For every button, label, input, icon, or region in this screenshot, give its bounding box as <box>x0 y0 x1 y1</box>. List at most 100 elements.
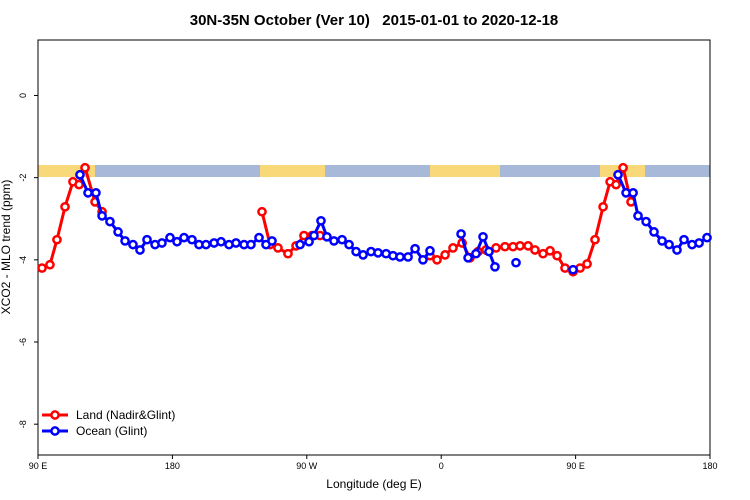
data-point <box>410 243 420 254</box>
data-point <box>657 236 667 246</box>
data-point <box>649 227 659 237</box>
x-tick-label: 90 E <box>29 461 48 471</box>
data-point <box>165 232 175 243</box>
data-point <box>590 234 600 245</box>
data-point <box>80 162 90 173</box>
data-point <box>432 254 442 265</box>
data-point <box>75 169 85 180</box>
data-point <box>463 252 473 263</box>
data-point <box>113 227 123 237</box>
data-point <box>273 243 283 253</box>
data-point <box>523 241 533 251</box>
data-point <box>500 241 510 252</box>
data-point <box>216 236 226 247</box>
data-point <box>344 239 354 250</box>
data-point <box>373 247 383 258</box>
x-tick-label: 90 W <box>296 461 318 471</box>
data-point <box>418 254 428 265</box>
y-axis-label: XCO2 - MLO trend (ppm) <box>0 180 13 315</box>
x-tick-label: 180 <box>702 461 717 471</box>
data-point <box>702 232 712 243</box>
data-point <box>316 215 326 226</box>
x-tick-label: 180 <box>165 461 180 471</box>
data-point <box>179 232 189 243</box>
data-point <box>231 238 241 248</box>
data-point <box>471 248 481 259</box>
data-point <box>628 188 638 198</box>
data-point <box>582 259 592 269</box>
plot-frame <box>37 39 711 456</box>
data-point <box>322 231 332 242</box>
data-point <box>172 236 182 247</box>
data-point <box>568 264 578 275</box>
legend-marker <box>50 410 60 420</box>
data-point <box>395 252 405 262</box>
data-point <box>490 261 500 272</box>
data-point <box>491 243 501 253</box>
data-point <box>545 245 555 256</box>
data-point <box>60 201 70 212</box>
data-point <box>641 216 651 227</box>
data-point <box>157 238 167 248</box>
data-point <box>37 263 47 273</box>
data-point <box>511 257 521 268</box>
data-point <box>283 248 293 259</box>
data-point <box>530 245 540 255</box>
data-point <box>52 234 62 245</box>
data-point <box>613 169 623 180</box>
data-point <box>358 250 368 260</box>
data-point <box>618 162 628 173</box>
legend-marker <box>50 426 60 436</box>
data-point <box>187 234 197 245</box>
data-point <box>246 239 256 250</box>
data-point <box>403 252 413 262</box>
data-point <box>560 263 570 273</box>
y-tick-label: -2 <box>18 174 28 182</box>
data-point <box>664 239 674 250</box>
land-strip <box>260 165 325 177</box>
data-point <box>329 236 339 246</box>
data-point <box>83 188 93 198</box>
y-tick-label: -4 <box>18 256 28 264</box>
data-point <box>448 243 458 253</box>
data-point <box>552 250 562 261</box>
data-point <box>135 245 145 255</box>
data-point <box>257 206 267 217</box>
data-point <box>254 232 264 243</box>
data-point <box>611 179 621 190</box>
data-point <box>128 239 138 250</box>
land-strip <box>430 165 500 177</box>
data-point <box>97 211 107 221</box>
data-point <box>45 259 55 270</box>
legend: Land (Nadir&Glint) Ocean (Glint) <box>42 408 175 438</box>
chart-title: 30N-35N October (Ver 10) 2015-01-01 to 2… <box>190 12 559 29</box>
data-point <box>142 234 152 245</box>
data-point <box>120 236 130 246</box>
data-point <box>295 239 305 250</box>
data-point <box>633 211 643 221</box>
y-tick-label: -8 <box>18 420 28 428</box>
data-point <box>74 179 84 190</box>
x-axis-label: Longitude (deg E) <box>326 477 421 491</box>
land-ocean-strip <box>38 165 710 177</box>
data-point <box>478 231 488 242</box>
data-point <box>672 245 682 255</box>
x-tick-label: 0 <box>439 461 444 471</box>
data-point <box>201 239 211 250</box>
data-point <box>337 234 347 245</box>
legend-label: Land (Nadir&Glint) <box>76 408 175 422</box>
y-tick-label: 0 <box>18 93 28 98</box>
data-point <box>304 236 314 247</box>
data-point <box>679 234 689 245</box>
data-point <box>484 246 494 257</box>
ocean-strip <box>38 165 710 177</box>
data-point <box>598 201 608 212</box>
data-point <box>309 230 319 241</box>
x-tick-label: 90 E <box>566 461 585 471</box>
data-point <box>440 250 450 260</box>
data-point <box>267 236 277 246</box>
data-point <box>91 188 101 198</box>
data-point <box>515 241 525 251</box>
data-point <box>456 229 466 239</box>
